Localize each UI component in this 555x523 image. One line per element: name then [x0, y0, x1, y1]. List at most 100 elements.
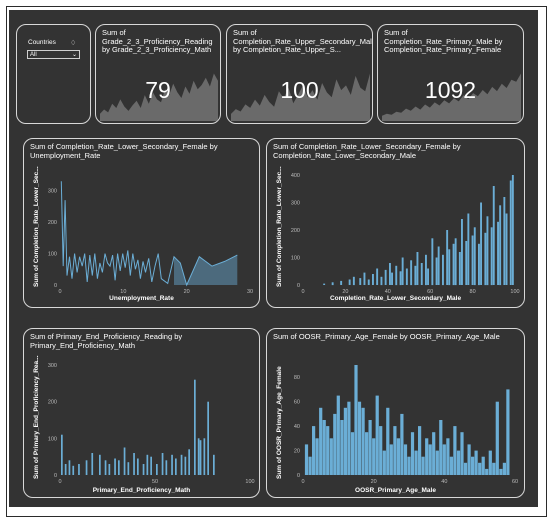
bar [123, 447, 126, 475]
bar [395, 265, 398, 286]
x-tick-label: 100 [245, 479, 254, 485]
kpi-value: 79 [145, 77, 171, 103]
bar [416, 252, 419, 285]
x-tick-label: 60 [512, 479, 518, 485]
bar [340, 420, 344, 475]
y-axis-label: Sum of OOSR_Primary_Age_Female [276, 366, 283, 479]
bar [465, 241, 468, 285]
chart-title: Sum of OOSR_Primary_Age_Female by OOSR_P… [273, 332, 500, 341]
x-tick-label: 0 [301, 289, 304, 295]
bar [386, 407, 390, 475]
bar [348, 279, 351, 285]
y-tick-label: 200 [48, 220, 57, 226]
bar [410, 432, 415, 475]
kpi-card-reading-math[interactable]: Sum of Grade_2_3_Proficiency_Reading by … [95, 24, 221, 124]
bar [329, 438, 333, 475]
bar [384, 269, 387, 285]
bar [379, 426, 383, 475]
bar [68, 460, 71, 475]
kpi-value: 100 [280, 77, 319, 103]
bar [454, 238, 457, 286]
sparkline-area [382, 73, 521, 121]
slicer-label: Countries [28, 39, 56, 46]
chart-card-primary-end[interactable]: Sum of Primary_End_Proficiency_Reading b… [23, 328, 260, 498]
kpi-title: Sum of Completion_Rate_Upper_Secondary_M… [233, 28, 373, 54]
bar [114, 458, 116, 475]
bar [180, 454, 183, 475]
bar [150, 456, 152, 475]
bar [85, 460, 88, 475]
y-axis-label: Sum of Completion_Rate_Lower_Sec... [276, 166, 283, 287]
slicer-value: All [30, 52, 37, 58]
chart-card-lower-secondary[interactable]: Sum of Completion_Rate_Lower_Secondary_F… [266, 138, 525, 308]
clear-selection-icon[interactable]: ♢ [70, 40, 77, 47]
kpi-card-primary[interactable]: Sum of Completion_Rate_Primary_Male by C… [377, 24, 524, 124]
bar [439, 420, 443, 475]
bar [421, 456, 425, 475]
bar [372, 274, 374, 285]
y-tick-label: 200 [291, 228, 300, 234]
x-axis-label: Unemployment_Rate [109, 295, 174, 302]
bar [460, 432, 464, 475]
bar [323, 283, 326, 285]
chart-card-unemployment[interactable]: Sum of Completion_Rate_Lower_Secondary_F… [23, 138, 260, 308]
bar [322, 420, 326, 475]
bar [376, 268, 379, 285]
bar [213, 454, 215, 475]
chart-title: Sum of Primary_End_Proficiency_Reading b… [30, 332, 183, 350]
countries-dropdown[interactable]: All ⌄ [27, 50, 80, 59]
bar [165, 460, 168, 475]
bar [389, 263, 391, 285]
bar [449, 456, 453, 475]
bar [503, 197, 506, 285]
x-tick-label: 0 [301, 479, 304, 485]
bar [347, 401, 351, 475]
bar [127, 462, 130, 475]
bar [407, 456, 411, 475]
bar [308, 456, 312, 475]
bar [393, 426, 397, 475]
bar [108, 464, 111, 475]
bar [414, 265, 417, 286]
bar [61, 434, 63, 475]
kpi-sparkline [231, 73, 370, 121]
bar [400, 413, 404, 475]
bar [326, 426, 330, 475]
bar [333, 413, 337, 475]
bar [467, 213, 470, 285]
chevron-down-icon: ⌄ [71, 52, 77, 58]
sparkline-area [231, 73, 370, 121]
bar [453, 426, 457, 475]
bar [380, 276, 383, 286]
bar [511, 175, 514, 285]
bar [331, 282, 334, 286]
bar [350, 432, 355, 475]
kpi-card-upper-secondary[interactable]: Sum of Completion_Rate_Upper_Secondary_M… [226, 24, 373, 124]
bar [458, 252, 461, 285]
bar [463, 462, 468, 475]
bar [488, 450, 492, 475]
bar [461, 219, 463, 285]
bar [203, 438, 206, 475]
bar [492, 462, 496, 475]
bar [405, 268, 408, 285]
bar [492, 186, 495, 285]
bar [446, 438, 450, 475]
chart-card-oosr[interactable]: Sum of OOSR_Primary_Age_Female by OOSR_P… [266, 328, 525, 498]
chart-plot: 0 20 40 60 80 0 20 40 60 [294, 365, 518, 485]
bar [467, 444, 471, 475]
y-tick-label: 100 [291, 256, 300, 262]
bar [171, 454, 173, 475]
bar [91, 453, 94, 475]
x-tick-label: 60 [427, 289, 433, 295]
bar [375, 395, 379, 475]
y-tick-label: 0 [297, 283, 300, 289]
bar [319, 407, 323, 475]
y-tick-label: 100 [48, 436, 57, 442]
y-tick-label: 20 [294, 449, 300, 455]
y-tick-label: 100 [48, 252, 57, 258]
bar [104, 460, 107, 475]
bar [352, 276, 355, 286]
bar [499, 468, 503, 475]
kpi-value: 1092 [424, 77, 477, 103]
